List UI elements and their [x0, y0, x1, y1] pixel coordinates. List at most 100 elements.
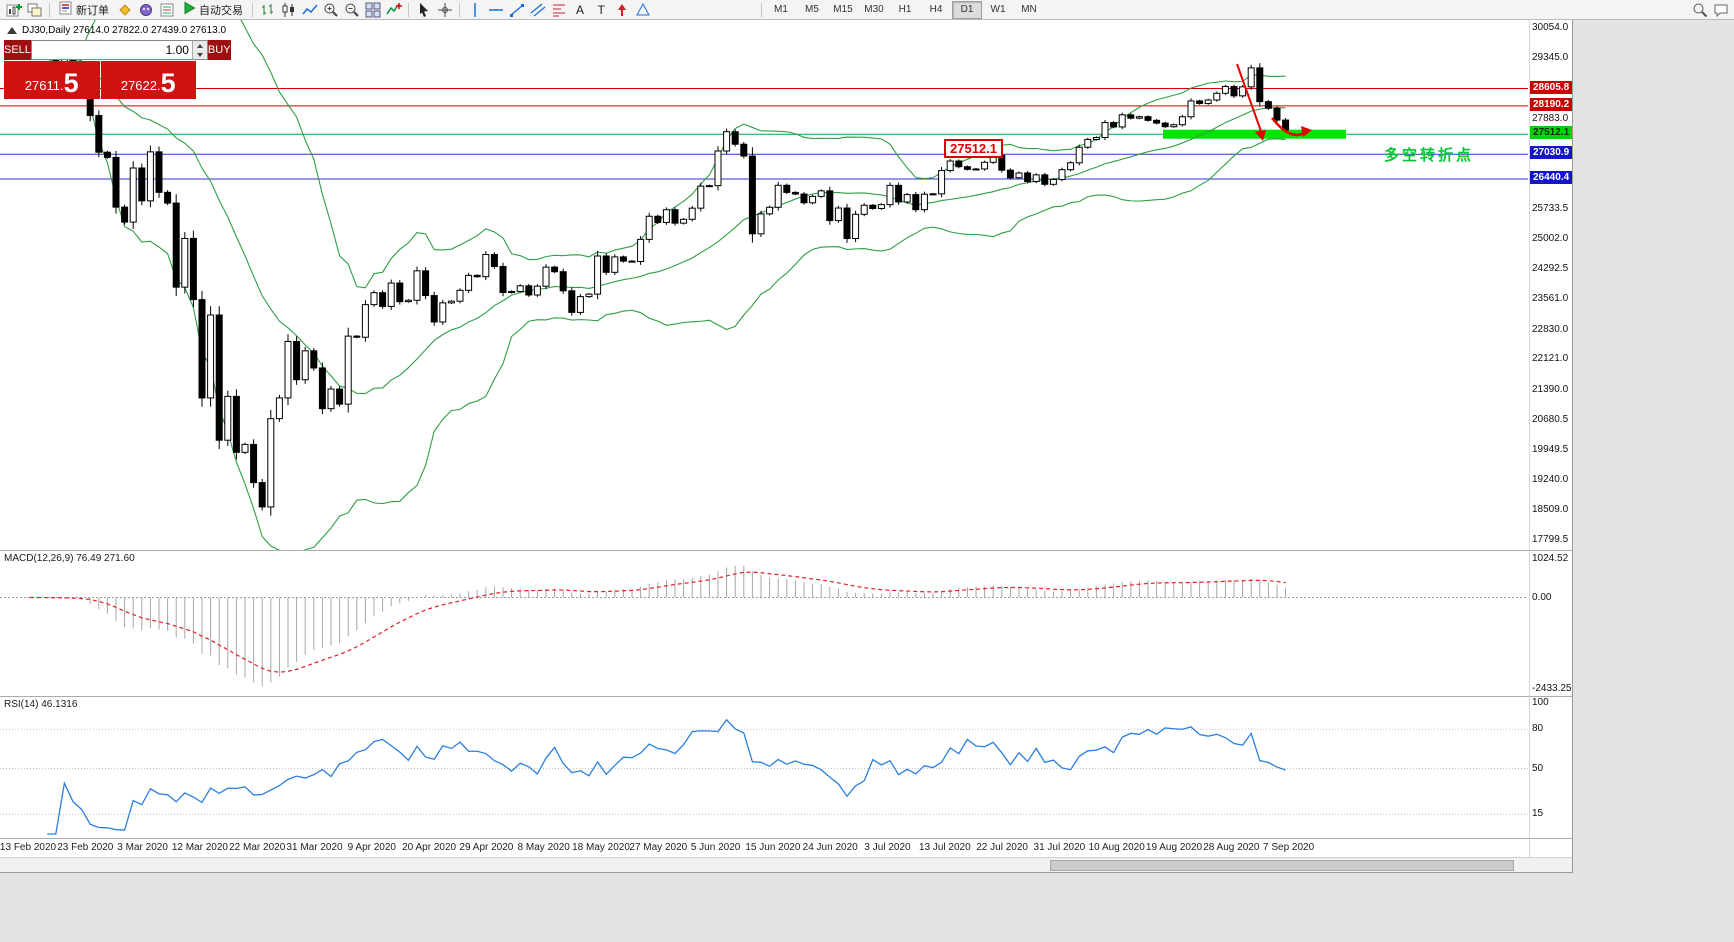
sell-price-big-digit: 5 — [63, 68, 79, 98]
macd-panel-label: MACD(12,26,9) 76.49 271.60 — [4, 553, 135, 564]
horizontal-line-tool-icon[interactable] — [485, 1, 506, 19]
one-click-sell-button[interactable]: SELL — [4, 40, 31, 60]
auto-trading-label: 自动交易 — [199, 4, 243, 17]
date-axis-label: 20 Apr 2020 — [402, 842, 457, 853]
price-axis-label: 21390.0 — [1532, 383, 1569, 395]
timeframe-button-w1[interactable]: W1 — [990, 4, 1006, 15]
metaeditor-icon[interactable] — [114, 1, 135, 19]
trendline-tool-icon[interactable] — [506, 1, 527, 19]
new-order-icon — [59, 1, 73, 18]
macd-canvas[interactable] — [0, 551, 1530, 696]
workspace-gutter-right — [1573, 20, 1734, 942]
price-axis-label: 29345.0 — [1532, 51, 1569, 63]
timeframe-button-m30[interactable]: M30 — [864, 4, 884, 15]
date-axis-label: 5 Jun 2020 — [690, 842, 741, 853]
spinner-down-icon — [196, 52, 203, 57]
cursor-icon[interactable] — [413, 1, 434, 19]
chat-icon[interactable] — [1710, 1, 1731, 19]
date-axis-label: 31 Mar 2020 — [286, 842, 343, 853]
timeframe-button-m5[interactable]: M5 — [805, 4, 819, 15]
bar-chart-mode-icon[interactable] — [257, 1, 278, 19]
crosshair-icon[interactable] — [434, 1, 455, 19]
timeframe-button-d1[interactable]: D1 — [952, 0, 982, 19]
auto-trading-icon — [182, 1, 196, 18]
one-click-collapse-toggle[interactable] — [7, 27, 17, 34]
volume-down-button[interactable] — [192, 50, 207, 59]
arrows-tool-icon[interactable] — [611, 1, 632, 19]
date-axis-label: 22 Jul 2020 — [976, 842, 1028, 853]
macd-scale-label: -2433.25 — [1532, 683, 1572, 694]
date-axis-label: 7 Sep 2020 — [1263, 842, 1315, 853]
one-click-buy-button[interactable]: BUY — [207, 40, 231, 60]
tile-windows-icon[interactable] — [362, 1, 383, 19]
new-order-button[interactable]: 新订单 — [54, 1, 114, 19]
price-axis-label: 23561.0 — [1532, 293, 1569, 305]
macd-scale-label: 1024.52 — [1532, 553, 1569, 564]
timeframe-button-m15[interactable]: M15 — [833, 4, 853, 15]
price-axis-label: 24292.5 — [1532, 262, 1569, 274]
price-axis-label: 19240.0 — [1532, 473, 1569, 485]
sell-price-main: 27611. — [24, 78, 64, 93]
text-tool-icon[interactable]: A — [569, 1, 590, 19]
rsi-panel-label: RSI(14) 46.1316 — [4, 699, 78, 710]
zoom-in-icon[interactable] — [320, 1, 341, 19]
zoom-out-icon[interactable] — [341, 1, 362, 19]
profiles-icon[interactable] — [24, 1, 45, 19]
auto-trading-button[interactable]: 自动交易 — [177, 1, 248, 19]
chart-window: DJ30,Daily 27614.0 27822.0 27439.0 27613… — [0, 20, 1573, 873]
date-axis-label: 13 Jul 2020 — [918, 842, 971, 853]
main-chart-canvas[interactable] — [0, 20, 1530, 550]
volume-input[interactable] — [31, 41, 192, 59]
buy-price-panel[interactable]: 27622. 5 — [100, 61, 196, 99]
line-chart-mode-icon[interactable] — [299, 1, 320, 19]
vertical-line-tool-icon[interactable] — [464, 1, 485, 19]
buy-price-main: 27622. — [120, 78, 161, 93]
search-icon[interactable] — [1689, 1, 1710, 19]
toolbar-separator — [459, 2, 460, 17]
rsi-scale-label: 15 — [1532, 808, 1544, 820]
indicators-icon[interactable] — [383, 1, 404, 19]
expert-advisor-icon[interactable] — [135, 1, 156, 19]
timeframe-group: M1 M5 M15 M30 H1 H4 D1 W1 MN — [766, 0, 1044, 19]
timeframe-button-h4[interactable]: H4 — [929, 4, 943, 15]
toolbar-separator — [761, 2, 762, 17]
timeframe-button-h1[interactable]: H1 — [898, 4, 912, 15]
scrollbar-thumb[interactable] — [1050, 860, 1514, 871]
fibonacci-tool-icon[interactable] — [548, 1, 569, 19]
timeframe-button-m1[interactable]: M1 — [774, 4, 788, 15]
channel-tool-icon[interactable] — [527, 1, 548, 19]
spinner-up-icon — [196, 43, 203, 48]
depth-of-market-icon[interactable] — [156, 1, 177, 19]
volume-up-button[interactable] — [192, 41, 207, 50]
toolbar-separator — [408, 2, 409, 17]
rsi-scale-label: 80 — [1532, 723, 1544, 735]
sell-price-panel[interactable]: 27611. 5 — [4, 61, 100, 99]
rsi-canvas[interactable] — [0, 697, 1530, 838]
date-axis-label: 28 Aug 2020 — [1203, 842, 1260, 853]
price-axis-label: 25733.5 — [1532, 202, 1569, 214]
workspace-gutter-bottom — [0, 873, 1573, 942]
date-axis-label: 31 Jul 2020 — [1033, 842, 1086, 853]
toolbar: 新订单 自动交易 — [0, 0, 1734, 20]
price-axis-label: 18509.0 — [1532, 504, 1569, 516]
panel-separator[interactable] — [0, 696, 1572, 697]
shapes-tool-icon[interactable] — [632, 1, 653, 19]
toolbar-separator — [49, 2, 50, 17]
date-axis-label: 27 May 2020 — [629, 842, 688, 853]
candlestick-mode-icon[interactable] — [278, 1, 299, 19]
new-chart-icon[interactable] — [3, 1, 24, 19]
price-axis-label: 19949.5 — [1532, 444, 1569, 456]
price-axis-label: 22121.0 — [1532, 353, 1569, 365]
timeframe-button-mn[interactable]: MN — [1021, 4, 1037, 15]
label-tool-icon[interactable]: T — [590, 1, 611, 19]
horizontal-scrollbar[interactable] — [0, 857, 1572, 872]
price-axis-label: 17799.5 — [1532, 534, 1569, 545]
price-axis-badge: 28190.2 — [1530, 97, 1572, 111]
date-axis-label: 23 Feb 2020 — [57, 842, 114, 853]
price-callout[interactable]: 27512.1 — [944, 139, 1003, 158]
date-axis-label: 24 Jun 2020 — [802, 842, 858, 853]
date-axis-label: 22 Mar 2020 — [229, 842, 286, 853]
price-axis-badge: 27030.9 — [1530, 146, 1572, 160]
panel-separator[interactable] — [0, 550, 1572, 551]
